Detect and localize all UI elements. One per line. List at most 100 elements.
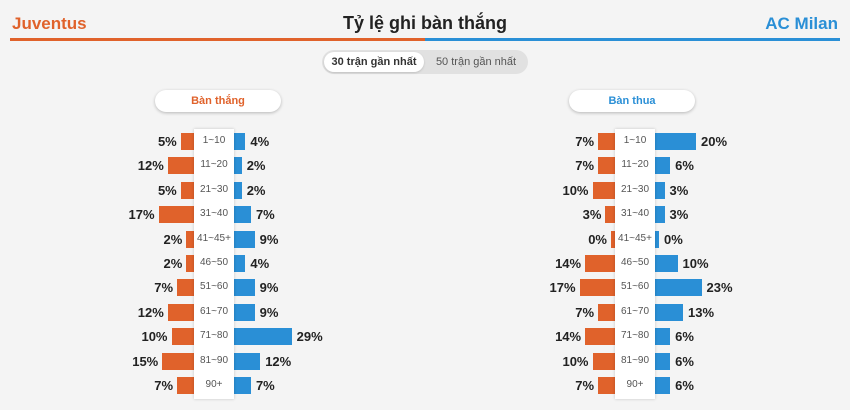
home-bar xyxy=(598,377,619,394)
home-bar xyxy=(167,303,198,321)
interval-label: 41~45+ xyxy=(615,226,655,251)
interval-label: 31~40 xyxy=(194,202,234,227)
interval-row: 15% 12% 81~90 xyxy=(0,348,425,373)
interval-row: 10% 6% 81~90 xyxy=(425,348,850,373)
home-percentage: 10% xyxy=(562,182,589,198)
interval-label: 51~60 xyxy=(615,275,655,300)
goals-conceded-panel: 7% 20% 1~10 7% 6% 11~20 10% 3% 21~30 3% 3% 31~40 0% 0… xyxy=(425,129,850,399)
away-bar xyxy=(230,181,242,199)
interval-row: 10% 3% 21~30 xyxy=(425,177,850,202)
home-percentage: 10% xyxy=(141,329,168,345)
interval-row: 7% 7% 90+ xyxy=(0,373,425,397)
home-bar xyxy=(186,255,198,272)
interval-label: 1~10 xyxy=(615,129,655,153)
home-percentage: 2% xyxy=(163,231,183,247)
interval-row: 10% 29% 71~80 xyxy=(0,324,425,349)
interval-row: 3% 3% 31~40 xyxy=(425,202,850,227)
home-bar xyxy=(171,328,198,346)
home-percentage: 2% xyxy=(163,256,183,271)
home-bar xyxy=(598,157,619,175)
away-bar xyxy=(651,157,671,175)
interval-label: 21~30 xyxy=(615,177,655,202)
header: Juventus Tỷ lệ ghi bàn thắng AC Milan xyxy=(0,0,850,44)
home-bar xyxy=(598,133,619,150)
interval-row: 5% 2% 21~30 xyxy=(0,177,425,202)
home-team-name[interactable]: Juventus xyxy=(12,14,87,33)
interval-row: 7% 6% 11~20 xyxy=(425,153,850,178)
interval-row: 12% 2% 11~20 xyxy=(0,153,425,178)
away-bar xyxy=(230,206,251,224)
away-percentage: 6% xyxy=(675,378,694,393)
interval-row: 17% 23% 51~60 xyxy=(425,275,850,300)
home-percentage: 12% xyxy=(137,304,164,320)
home-percentage: 3% xyxy=(582,207,602,223)
interval-label: 31~40 xyxy=(615,202,655,227)
home-percentage: 12% xyxy=(137,158,164,174)
home-percentage: 7% xyxy=(575,158,595,174)
interval-label: 90+ xyxy=(615,373,655,397)
away-percentage: 12% xyxy=(265,353,292,369)
interval-label: 61~70 xyxy=(194,299,234,324)
interval-label: 41~45+ xyxy=(194,226,234,251)
interval-row: 7% 6% 90+ xyxy=(425,373,850,397)
away-bar xyxy=(230,157,242,175)
away-percentage: 2% xyxy=(246,182,266,198)
away-percentage: 6% xyxy=(675,158,694,174)
away-team-underline xyxy=(425,38,840,41)
away-percentage: 4% xyxy=(250,134,270,149)
home-bar xyxy=(158,206,198,224)
home-percentage: 7% xyxy=(575,378,595,393)
interval-label: 51~60 xyxy=(194,275,234,300)
away-bar xyxy=(651,133,696,150)
interval-label: 71~80 xyxy=(615,324,655,349)
away-bar xyxy=(651,377,671,394)
home-percentage: 14% xyxy=(555,256,582,271)
home-bar xyxy=(167,157,198,175)
away-percentage: 29% xyxy=(296,329,323,345)
toggle-50-matches[interactable]: 50 trận gần nhất xyxy=(435,56,517,68)
interval-label: 61~70 xyxy=(615,299,655,324)
away-percentage: 7% xyxy=(255,207,275,223)
away-bar xyxy=(651,352,671,370)
away-percentage: 20% xyxy=(701,134,728,149)
away-percentage: 23% xyxy=(706,280,733,296)
home-bar xyxy=(585,255,619,272)
interval-row: 12% 9% 61~70 xyxy=(0,299,425,324)
interval-label: 46~50 xyxy=(194,251,234,275)
interval-row: 2% 4% 46~50 xyxy=(0,251,425,275)
home-percentage: 10% xyxy=(562,353,589,369)
home-percentage: 7% xyxy=(154,378,174,393)
away-bar xyxy=(230,303,255,321)
goals-conceded-heading: Bàn thua xyxy=(569,90,695,112)
interval-label: 11~20 xyxy=(194,153,234,178)
home-percentage: 17% xyxy=(549,280,576,296)
home-bar xyxy=(585,328,619,346)
away-bar xyxy=(651,230,659,248)
home-team-underline xyxy=(10,38,425,41)
interval-label: 81~90 xyxy=(194,348,234,373)
interval-row: 5% 4% 1~10 xyxy=(0,129,425,153)
away-bar xyxy=(230,328,292,346)
away-percentage: 13% xyxy=(688,304,715,320)
interval-label: 90+ xyxy=(194,373,234,397)
page-title: Tỷ lệ ghi bàn thắng xyxy=(342,13,507,33)
away-team-name[interactable]: AC Milan xyxy=(765,14,838,33)
home-bar xyxy=(592,181,619,199)
home-percentage: 5% xyxy=(157,134,177,149)
toggle-30-matches[interactable]: 30 trận gần nhất xyxy=(324,52,424,72)
interval-label: 1~10 xyxy=(194,129,234,153)
interval-label: 11~20 xyxy=(615,153,655,178)
home-bar xyxy=(180,181,198,199)
interval-label: 46~50 xyxy=(615,251,655,275)
home-bar xyxy=(162,352,198,370)
home-percentage: 7% xyxy=(575,134,595,149)
home-bar xyxy=(592,352,619,370)
away-percentage: 6% xyxy=(675,329,694,345)
home-bar xyxy=(186,230,198,248)
interval-label: 21~30 xyxy=(194,177,234,202)
away-percentage: 0% xyxy=(664,231,683,247)
interval-row: 0% 0% 41~45+ xyxy=(425,226,850,251)
away-bar xyxy=(651,328,671,346)
away-percentage: 7% xyxy=(255,378,275,393)
interval-row: 17% 7% 31~40 xyxy=(0,202,425,227)
